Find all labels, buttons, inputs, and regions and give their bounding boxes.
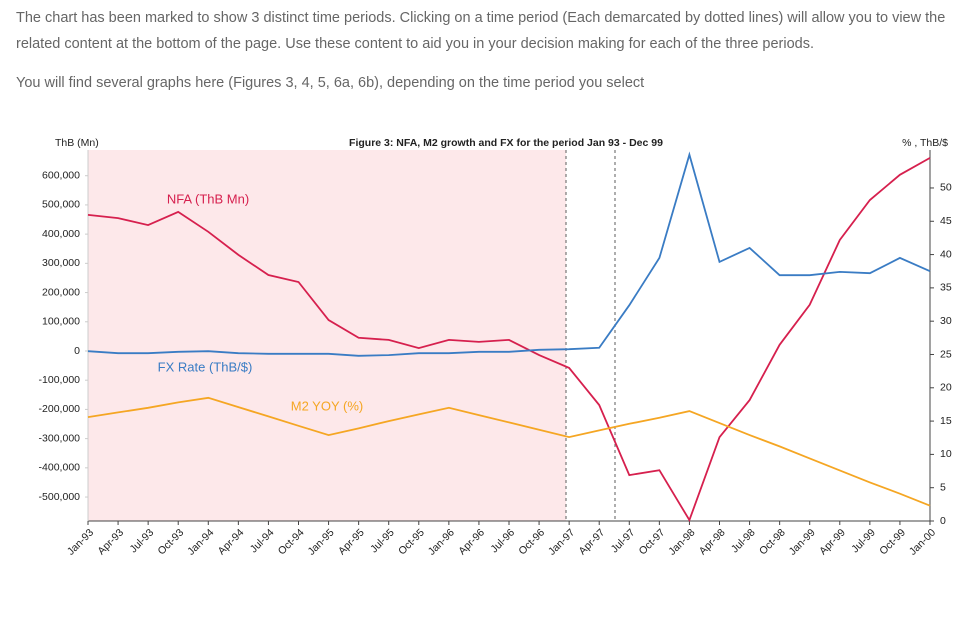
figures-note: You will find several graphs here (Figur… [16,75,645,91]
x-tick-label: Jul-96 [488,526,517,555]
y2-tick-label: 10 [940,448,952,460]
y2-tick-label: 45 [940,215,952,227]
x-tick-label: Jul-99 [849,526,878,555]
y2-tick-label: 25 [940,348,952,360]
y-tick-label: -400,000 [39,462,81,474]
y-tick-label: 0 [74,345,80,357]
period-1[interactable] [88,150,566,521]
instructions: The chart has been marked to show 3 dist… [16,10,946,52]
x-tick-label: Oct-96 [516,526,547,557]
x-tick-label: Apr-98 [697,526,728,557]
series-label: NFA (ThB Mn) [167,191,249,206]
series-line [87,396,931,507]
x-tick-label: Jul-98 [729,526,758,555]
x-tick-label: Jul-94 [248,526,277,555]
y-tick-label: -500,000 [39,491,81,503]
x-tick-label: Jan-94 [185,526,216,557]
y-tick-label: -200,000 [39,403,81,415]
x-tick-label: Jan-93 [65,526,96,557]
y2-tick-label: 20 [940,382,952,394]
y2-tick-label: 40 [940,248,952,260]
y-tick-label: -300,000 [39,432,81,444]
x-tick-label: Jan-96 [426,526,457,557]
x-tick-label: Apr-93 [95,526,126,557]
x-tick-label: Oct-98 [757,526,788,557]
x-tick-label: Apr-94 [216,526,247,557]
x-tick-label: Jan-00 [907,526,938,557]
x-tick-label: Apr-96 [456,526,487,557]
x-tick-label: Jan-95 [305,526,336,557]
x-tick-label: Jul-97 [609,526,638,555]
series-label: M2 YOY (%) [291,398,363,413]
series-line [87,157,931,523]
x-tick-label: Apr-99 [817,526,848,557]
y2-tick-label: 15 [940,415,952,427]
x-tick-label: Oct-99 [877,526,908,557]
y-tick-label: 200,000 [42,286,80,298]
chart-title: Figure 3: NFA, M2 growth and FX for the … [349,137,663,149]
y-axis-label: ThB (Mn) [55,137,99,149]
y2-tick-label: 30 [940,315,952,327]
x-tick-label: Jan-99 [787,526,818,557]
series-label: FX Rate (ThB/$) [158,359,253,374]
y-tick-label: 400,000 [42,228,80,240]
x-tick-label: Oct-95 [396,526,427,557]
x-tick-label: Jan-98 [666,526,697,557]
period-3[interactable] [615,150,930,521]
y2-tick-label: 5 [940,481,946,493]
x-tick-label: Oct-93 [156,526,187,557]
y2-tick-label: 0 [940,515,946,527]
x-tick-label: Apr-97 [577,526,608,557]
y-tick-label: -100,000 [39,374,81,386]
x-tick-label: Jan-97 [546,526,577,557]
y-tick-label: 300,000 [42,257,80,269]
x-tick-label: Jul-93 [128,526,157,555]
x-tick-label: Apr-95 [336,526,367,557]
x-tick-label: Oct-94 [276,526,307,557]
y2-tick-label: 35 [940,282,952,294]
x-tick-label: Oct-97 [637,526,668,557]
y-tick-label: 600,000 [42,169,80,181]
x-tick-label: Jul-95 [368,526,397,555]
y-tick-label: 500,000 [42,199,80,211]
y-tick-label: 100,000 [42,316,80,328]
y2-axis-label: % , ThB/$ [902,137,948,149]
series-line [87,151,931,357]
y2-tick-label: 50 [940,182,952,194]
